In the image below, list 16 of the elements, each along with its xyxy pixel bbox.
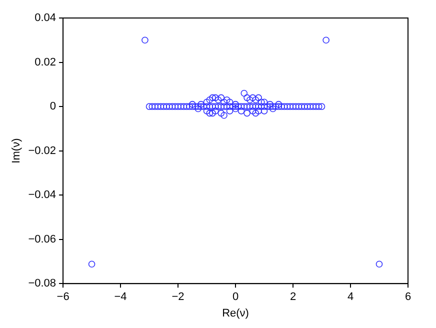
x-tick-label: 0 [232,291,239,304]
x-tick-label: −2 [172,291,184,304]
x-tick-label: 2 [290,291,296,304]
x-tick-label: −6 [56,291,70,304]
y-tick-label: −0.08 [28,278,56,290]
y-tick-label: 0.02 [34,56,56,68]
y-tick-label: 0.04 [34,12,56,24]
x-tick-label: 6 [404,291,412,304]
x-axis-title: Re(ν) [222,307,249,320]
y-tick-label: −0.02 [28,144,56,157]
x-tick-label: 4 [347,291,354,304]
y-tick-label: −0.06 [28,233,56,246]
y-tick-label: −0.04 [28,189,56,202]
x-tick-label: −4 [114,291,127,304]
y-tick-label: 0 [50,100,56,113]
y-axis-title: Im(ν) [10,138,23,164]
